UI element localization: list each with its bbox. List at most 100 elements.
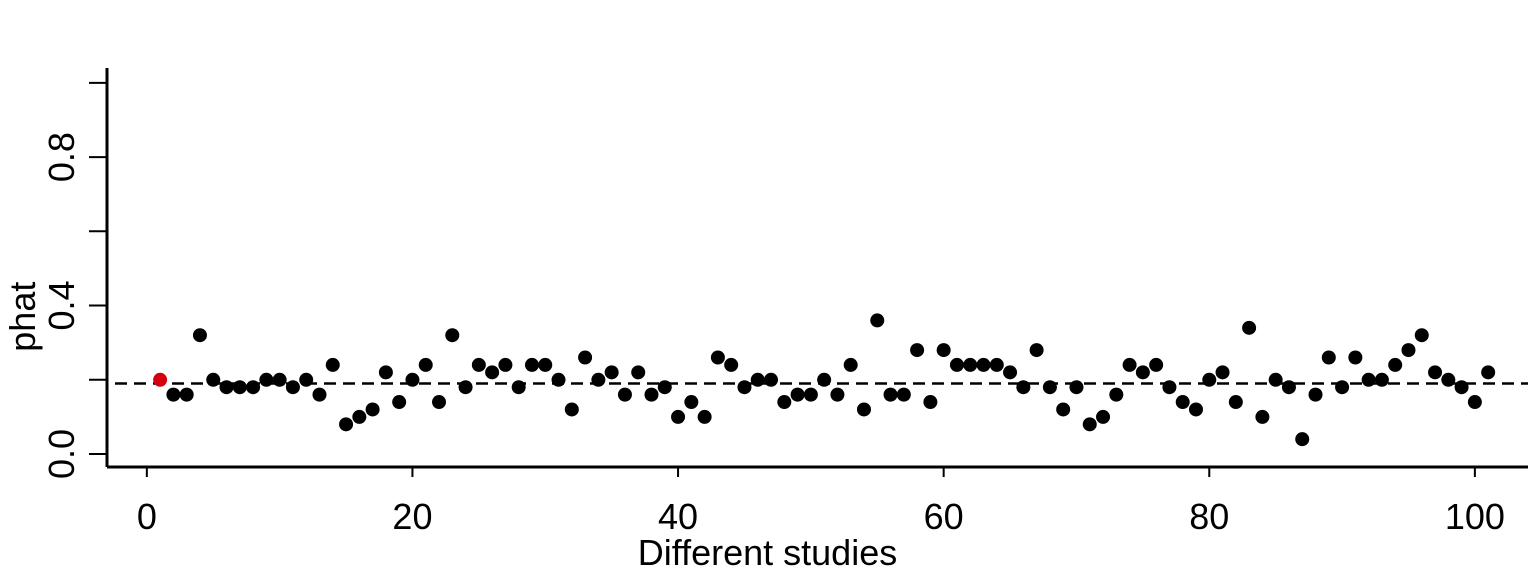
data-point [365,402,380,417]
data-point [936,343,951,358]
data-point [631,365,646,380]
data-point [445,328,460,343]
data-point [471,357,486,372]
data-point [153,372,168,387]
data-point [817,372,832,387]
data-point [1016,380,1031,395]
x-tick-label: 40 [658,496,698,537]
data-point [803,387,818,402]
y-tick-label: 0.4 [41,281,82,331]
data-point [1096,409,1111,424]
data-point [564,402,579,417]
data-point [1082,417,1097,432]
data-point [963,357,978,372]
data-point [604,365,619,380]
data-point [671,409,686,424]
data-point [551,372,566,387]
data-point [684,395,699,410]
x-tick-label: 80 [1189,496,1229,537]
data-point [1335,380,1350,395]
data-point [1215,365,1230,380]
data-point [179,387,194,402]
data-point [1281,380,1296,395]
x-tick-label: 60 [924,496,964,537]
data-point [578,350,593,365]
data-point [883,387,898,402]
data-point [432,395,447,410]
data-point [896,387,911,402]
data-point [949,357,964,372]
data-point [1188,402,1203,417]
data-point [764,372,779,387]
data-point [1361,372,1376,387]
data-point [1308,387,1323,402]
data-point [1295,432,1310,447]
data-point [1056,402,1071,417]
data-point [166,387,181,402]
data-point [777,395,792,410]
data-point [750,372,765,387]
data-point [976,357,991,372]
data-point [1428,365,1443,380]
data-point [1255,409,1270,424]
data-point [299,372,314,387]
data-point [325,357,340,372]
data-point [989,357,1004,372]
data-point [1441,372,1456,387]
data-point [232,380,247,395]
data-point [192,328,207,343]
data-point [710,350,725,365]
data-point [1175,395,1190,410]
data-point [591,372,606,387]
data-point [1042,380,1057,395]
data-point [352,409,367,424]
data-point [1135,365,1150,380]
data-point [485,365,500,380]
data-point [830,387,845,402]
data-point [1481,365,1496,380]
data-point [657,380,672,395]
data-point [617,387,632,402]
data-point [246,380,261,395]
data-point [923,395,938,410]
data-point [1109,387,1124,402]
data-point [1454,380,1469,395]
data-point [790,387,805,402]
data-point [724,357,739,372]
data-point [1228,395,1243,410]
data-point [285,380,300,395]
data-point [1162,380,1177,395]
x-tick-label: 0 [137,496,157,537]
data-point [1242,320,1257,335]
data-point [339,417,354,432]
data-point [697,409,712,424]
data-point [644,387,659,402]
data-point [1414,328,1429,343]
data-point [259,372,274,387]
data-point [538,357,553,372]
x-tick-label: 100 [1445,496,1505,537]
data-point [1202,372,1217,387]
y-axis-title: phat [2,282,43,352]
y-tick-label: 0.8 [41,132,82,182]
x-axis-title: Different studies [638,532,897,573]
data-point [1388,357,1403,372]
data-point [312,387,327,402]
data-point [206,372,221,387]
data-point [856,402,871,417]
data-point [910,343,925,358]
data-point [1268,372,1283,387]
y-axis-ticks: 0.0 0.4 0.8 [41,81,107,479]
data-point [392,395,407,410]
data-point [405,372,420,387]
data-point [737,380,752,395]
data-point [1321,350,1336,365]
data-point [1348,350,1363,365]
data-point [378,365,393,380]
data-point [498,357,513,372]
data-point [843,357,858,372]
data-point [458,380,473,395]
data-point [418,357,433,372]
data-point [1401,343,1416,358]
data-point [1374,372,1389,387]
